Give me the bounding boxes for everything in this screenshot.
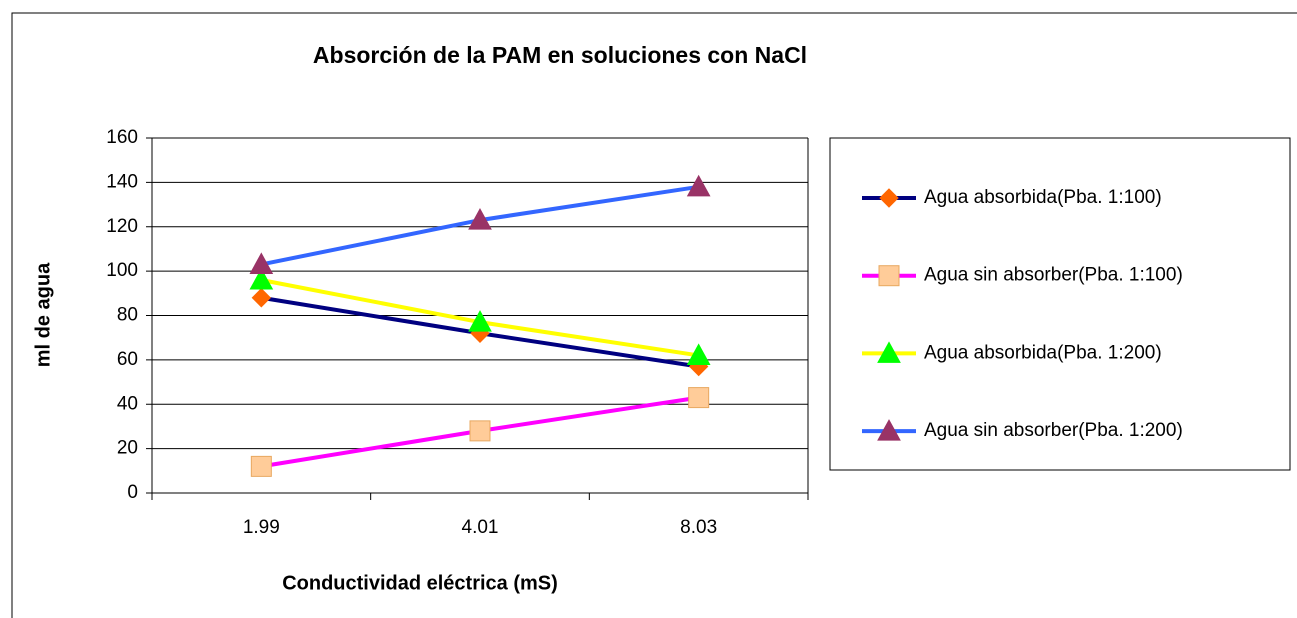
- x-tick-label: 8.03: [680, 517, 717, 538]
- y-tick-label: 20: [117, 438, 138, 459]
- legend-label: Agua sin absorber(Pba. 1:200): [924, 420, 1183, 441]
- data-point: [686, 343, 711, 365]
- data-point: [251, 288, 272, 308]
- legend-box: [829, 137, 1291, 471]
- legend-label: Agua sin absorber(Pba. 1:100): [924, 265, 1183, 286]
- data-point: [249, 252, 274, 274]
- x-tick-label: 1.99: [243, 517, 280, 538]
- y-tick-label: 60: [117, 349, 138, 370]
- y-tick-label: 120: [106, 216, 138, 237]
- y-tick-label: 140: [106, 171, 138, 192]
- y-tick-label: 160: [106, 127, 138, 148]
- x-tick-label: 4.01: [462, 517, 499, 538]
- data-point: [686, 174, 711, 197]
- y-axis-label: ml de agua: [32, 262, 54, 367]
- y-tick-label: 80: [117, 305, 138, 326]
- data-point: [469, 420, 491, 442]
- y-tick-label: 0: [127, 482, 138, 503]
- data-point: [688, 387, 710, 409]
- data-point: [468, 310, 492, 332]
- y-tick-label: 100: [106, 260, 138, 281]
- legend-label: Agua absorbida(Pba. 1:200): [924, 342, 1162, 363]
- legend-label: Agua absorbida(Pba. 1:100): [924, 187, 1162, 208]
- legend-marker: [878, 265, 900, 287]
- legend-marker: [879, 188, 899, 208]
- y-tick-label: 40: [117, 393, 138, 414]
- legend-marker: [877, 419, 901, 441]
- data-point: [250, 455, 272, 477]
- legend-marker: [877, 341, 901, 363]
- data-point: [249, 267, 274, 290]
- chart-title: Absorción de la PAM en soluciones con Na…: [313, 42, 807, 68]
- x-axis-label: Conductividad eléctrica (mS): [282, 572, 558, 594]
- data-point: [468, 208, 492, 230]
